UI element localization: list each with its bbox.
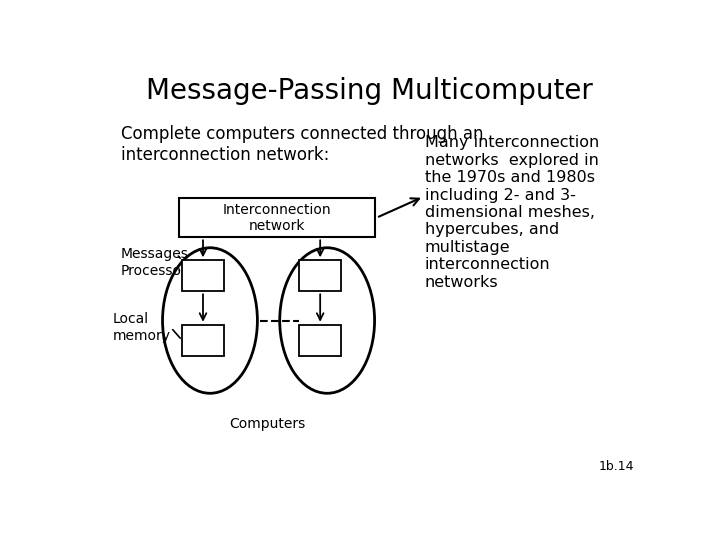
Ellipse shape: [163, 248, 258, 393]
Text: Message-Passing Multicomputer: Message-Passing Multicomputer: [145, 77, 593, 105]
Text: Messages: Messages: [121, 247, 189, 261]
Text: Interconnection
network: Interconnection network: [222, 202, 331, 233]
Bar: [179, 198, 374, 238]
Bar: [182, 325, 224, 356]
Bar: [182, 260, 224, 292]
Ellipse shape: [279, 248, 374, 393]
Text: Local
memory: Local memory: [112, 313, 171, 343]
Bar: [300, 325, 341, 356]
Bar: [300, 260, 341, 292]
Text: Processor: Processor: [121, 265, 187, 279]
Text: Complete computers connected through an
interconnection network:: Complete computers connected through an …: [121, 125, 483, 164]
Text: Computers: Computers: [229, 417, 305, 431]
Text: Many interconnection
networks  explored in
the 1970s and 1980s
including 2- and : Many interconnection networks explored i…: [425, 136, 599, 289]
Text: 1b.14: 1b.14: [598, 460, 634, 473]
